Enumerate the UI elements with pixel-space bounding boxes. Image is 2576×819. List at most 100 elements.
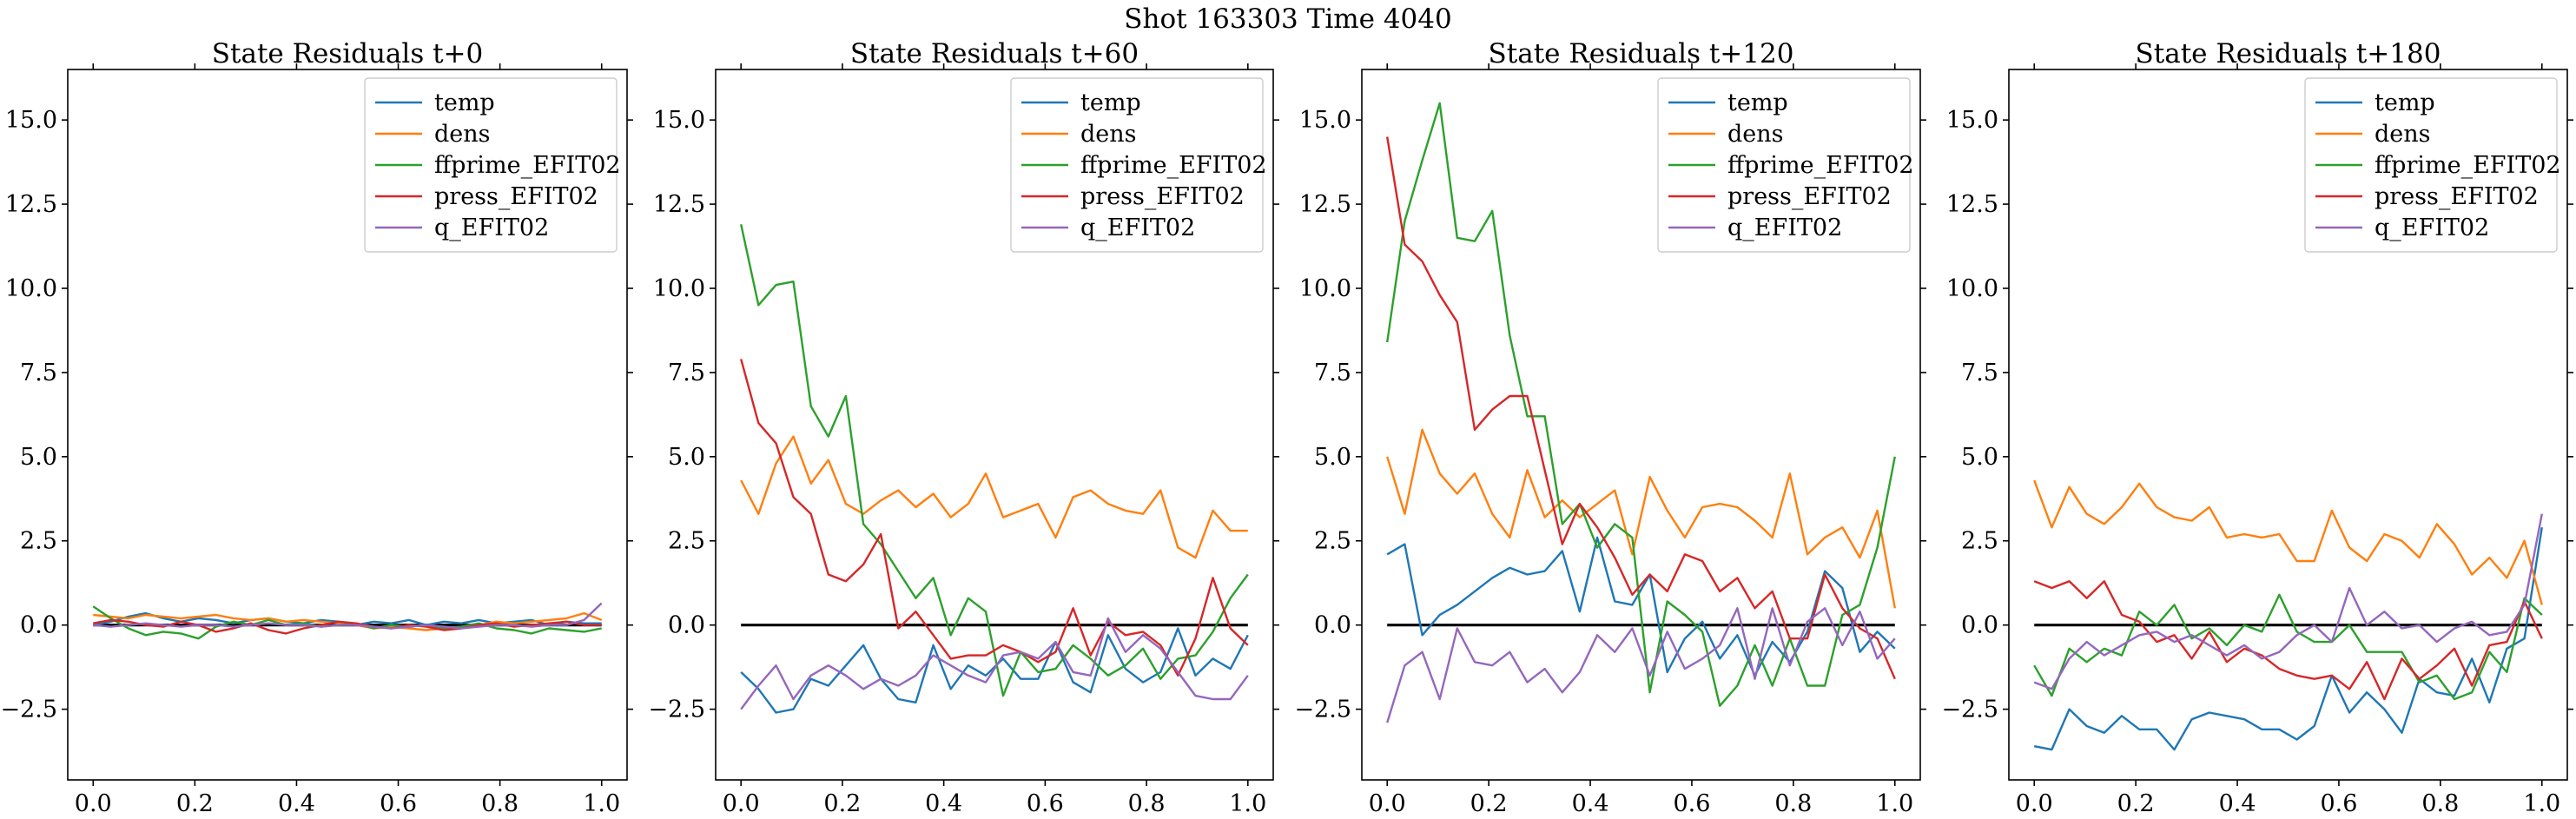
legend-label-dens: dens [1080,121,1137,148]
y-tick-label: −2.5 [648,697,705,723]
legend-label-press_EFIT02: press_EFIT02 [1080,183,1245,210]
y-tick-label: 10.0 [5,275,57,302]
y-tick-label: 0.0 [668,612,705,639]
legend: temp dens ffprime_EFIT02 press_EFIT02 q_EFIT… [364,77,621,253]
panel-title: State Residuals t+120 [1489,38,1794,69]
series-line-q_EFIT02 [1386,607,1896,723]
legend-label-ffprime_EFIT02: ffprime_EFIT02 [1727,152,1914,179]
y-tick-label: 10.0 [1299,275,1351,302]
legend-label-q_EFIT02: q_EFIT02 [1727,215,1842,241]
y-tick-label: 7.5 [668,360,705,386]
legend-label-q_EFIT02: q_EFIT02 [1080,215,1195,241]
x-tick-label: 0.6 [1673,790,1710,817]
series-line-dens [2033,479,2543,605]
x-tick-label: 0.4 [278,790,315,817]
legend-label-press_EFIT02: press_EFIT02 [434,183,598,210]
x-tick-label: 0.6 [1027,790,1064,817]
legend-label-temp: temp [434,89,495,116]
legend-label-temp: temp [1727,89,1788,116]
y-tick-label: 2.5 [668,528,705,555]
y-tick-label: −2.5 [1294,697,1351,723]
axes-frame [2008,69,2568,781]
x-tick-label: 1.0 [1876,790,1913,817]
x-tick-label: 0.6 [380,790,417,817]
series-line-ffprime_EFIT02 [1386,102,1896,707]
y-tick-label: 7.5 [1961,360,1998,386]
series-line-ffprime_EFIT02 [740,224,1249,697]
y-tick-label: 5.0 [20,444,57,471]
series-line-press_EFIT02 [1386,136,1896,680]
panels: State Residuals t+0 0.0 0.2 0.4 0.6 0.8 1.0 −2.… [0,38,2573,817]
legend-label-press_EFIT02: press_EFIT02 [2375,183,2539,210]
series-line-dens [740,435,1248,559]
legend: temp dens ffprime_EFIT02 press_EFIT02 q_EFIT… [1010,77,1267,253]
series-line-press_EFIT02 [2033,580,2543,701]
y-tick-label: 12.5 [1299,191,1351,218]
axes-frame [67,69,628,781]
y-tick-label: 0.0 [20,612,57,639]
y-tick-label: 7.5 [20,360,57,386]
chart-panel-1: State Residuals t+60 0.0 0.2 0.4 0.6 0.8 1.0 −2… [648,38,1279,817]
x-tick-label: 0.2 [176,790,214,817]
legend-box [1010,77,1264,253]
y-tick-label: 7.5 [1314,360,1351,386]
y-tick-label: −2.5 [1941,697,1998,723]
legend: temp dens ffprime_EFIT02 press_EFIT02 q_EFIT… [2304,77,2561,253]
x-tick-label: 0.6 [2320,790,2357,817]
legend-label-q_EFIT02: q_EFIT02 [2375,215,2489,241]
series-line-dens [1386,428,1896,609]
series-line-ffprime_EFIT02 [2033,593,2543,701]
x-tick-label: 0.8 [1774,790,1812,817]
series-line-temp [1386,536,1896,677]
chart-panel-3: State Residuals t+180 0.0 0.2 0.4 0.6 0.8 1.0 −… [1941,38,2573,817]
x-tick-label: 0.4 [925,790,962,817]
figure-title: Shot 163303 Time 4040 [1124,3,1451,35]
series-line-press_EFIT02 [740,359,1249,677]
y-tick-label: 10.0 [1946,275,1998,302]
x-tick-label: 0.8 [1128,790,1166,817]
y-tick-label: 5.0 [1961,444,1998,471]
y-tick-label: 12.5 [653,191,705,218]
x-tick-label: 0.4 [2219,790,2256,817]
axes-frame [1361,69,1921,781]
legend-label-temp: temp [1080,89,1141,116]
x-tick-label: 0.2 [2117,790,2155,817]
y-tick-label: 15.0 [1946,107,1998,134]
x-tick-label: 1.0 [583,790,620,817]
x-tick-label: 1.0 [1229,790,1266,817]
panel-title: State Residuals t+180 [2136,38,2441,69]
x-tick-label: 0.2 [1470,790,1508,817]
y-tick-label: 15.0 [5,107,57,134]
x-tick-label: 0.2 [823,790,861,817]
y-tick-label: 12.5 [5,191,57,218]
series-line-q_EFIT02 [93,602,603,630]
y-tick-label: 5.0 [1314,444,1351,471]
x-tick-label: 0.0 [75,790,112,817]
x-tick-label: 1.0 [2523,790,2560,817]
series-line-temp [2033,527,2543,751]
legend-label-dens: dens [2375,121,2431,148]
x-tick-label: 0.4 [1572,790,1609,817]
y-tick-label: 2.5 [1961,528,1998,555]
legend-label-temp: temp [2375,89,2435,116]
y-tick-label: 12.5 [1946,191,1998,218]
x-tick-label: 0.0 [2016,790,2053,817]
x-tick-label: 0.8 [481,790,519,817]
chart-panel-2: State Residuals t+120 0.0 0.2 0.4 0.6 0.8 1.0 −… [1294,38,1926,817]
legend-box [364,77,618,253]
y-tick-label: 10.0 [653,275,705,302]
legend-label-ffprime_EFIT02: ffprime_EFIT02 [2375,152,2561,179]
axes-frame [715,69,1274,781]
legend-label-ffprime_EFIT02: ffprime_EFIT02 [1080,152,1267,179]
y-tick-label: 15.0 [653,107,705,134]
x-tick-label: 0.8 [2421,790,2459,817]
panel-title: State Residuals t+0 [212,38,483,69]
legend-label-ffprime_EFIT02: ffprime_EFIT02 [434,152,621,179]
legend-box [2304,77,2558,253]
x-tick-label: 0.0 [723,790,760,817]
y-tick-label: 0.0 [1961,612,1998,639]
legend-label-dens: dens [1727,121,1784,148]
y-tick-label: 5.0 [668,444,705,471]
legend-label-press_EFIT02: press_EFIT02 [1727,183,1892,210]
